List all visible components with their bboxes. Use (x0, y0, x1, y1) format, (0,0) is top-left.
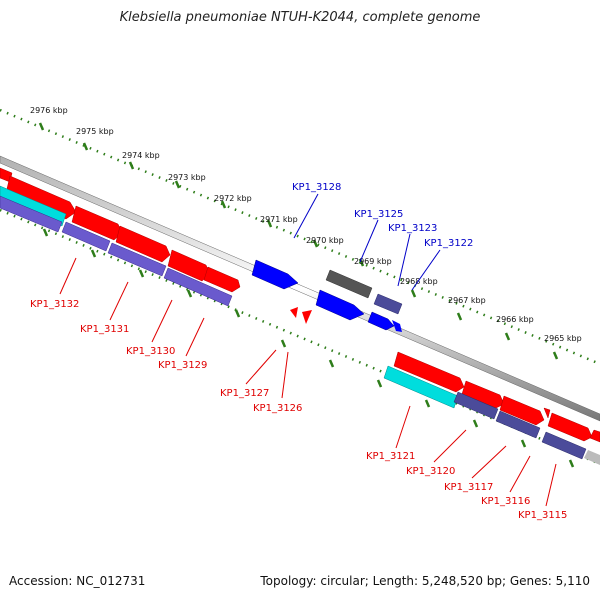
gene-label-kp1-3128[interactable]: KP1_3128 (292, 182, 341, 193)
gene-label-kp1-3117[interactable]: KP1_3117 (444, 482, 493, 493)
forward-genes (251, 259, 403, 332)
scale-label-2966: 2966 kbp (496, 315, 534, 324)
grey-feature-right (584, 450, 600, 465)
gene-label-kp1-3130[interactable]: KP1_3130 (126, 346, 175, 357)
cyan-feature-left (0, 185, 67, 227)
map-title: Klebsiella pneumoniae NTUH-K2044, comple… (119, 10, 481, 25)
scale-label-2974: 2974 kbp (122, 151, 160, 160)
scale-label-2969: 2969 kbp (354, 257, 392, 266)
gene-label-kp1-3127[interactable]: KP1_3127 (220, 388, 269, 399)
gene-label-kp1-3122[interactable]: KP1_3122 (424, 238, 473, 249)
gene-label-kp1-3123[interactable]: KP1_3123 (388, 223, 437, 234)
gene-label-kp1-3115[interactable]: KP1_3115 (518, 510, 567, 521)
label-leaders (59, 193, 557, 507)
scale-label-2976: 2976 kbp (30, 106, 68, 115)
scale-label-2971: 2971 kbp (260, 215, 298, 224)
scale-label-2972: 2972 kbp (214, 194, 252, 203)
gene-label-kp1-3120[interactable]: KP1_3120 (406, 466, 455, 477)
scale-label-2975: 2975 kbp (76, 127, 114, 136)
gene-label-kp1-3129[interactable]: KP1_3129 (158, 360, 207, 371)
outer-ticks (38, 122, 559, 360)
purple-band-right (453, 391, 587, 460)
gene-label-kp1-3125[interactable]: KP1_3125 (354, 209, 403, 220)
cds-band-left (0, 167, 241, 293)
scale-label-2968: 2968 kbp (400, 277, 438, 286)
genome-summary-text: Topology: circular; Length: 5,248,520 bp… (260, 574, 590, 588)
scale-label-2967: 2967 kbp (448, 296, 486, 305)
scale-label-2965: 2965 kbp (544, 334, 582, 343)
gene-label-kp1-3121[interactable]: KP1_3121 (366, 451, 415, 462)
purple-band-left (0, 195, 233, 307)
cds-small (290, 307, 312, 324)
cds-band-right (393, 351, 600, 443)
gene-label-kp1-3131[interactable]: KP1_3131 (80, 324, 129, 335)
gene-label-kp1-3116[interactable]: KP1_3116 (481, 496, 530, 507)
gene-label-kp1-3132[interactable]: KP1_3132 (30, 299, 79, 310)
backbone-ring (0, 155, 600, 422)
scale-label-2973: 2973 kbp (168, 173, 206, 182)
scale-label-2970: 2970 kbp (306, 236, 344, 245)
gene-label-kp1-3126[interactable]: KP1_3126 (253, 403, 302, 414)
cyan-feature-right (383, 365, 459, 409)
inner-ticks (42, 228, 575, 468)
accession-text: Accession: NC_012731 (9, 574, 146, 588)
